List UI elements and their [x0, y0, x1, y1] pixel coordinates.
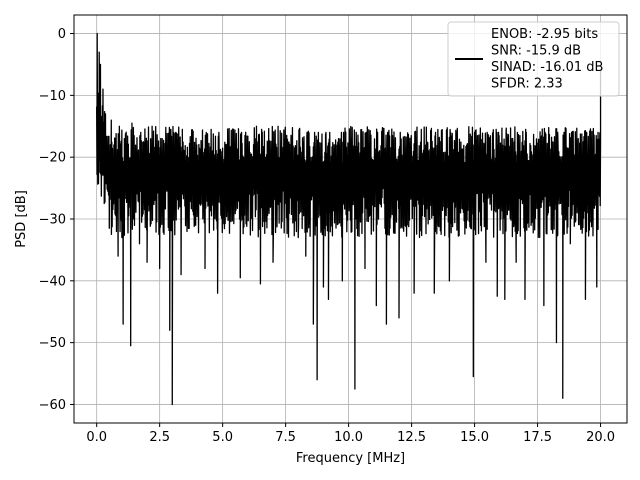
- x-tick-label: 15.0: [460, 430, 489, 445]
- y-tick-label: 0: [58, 27, 66, 42]
- y-tick-label: −60: [39, 398, 66, 413]
- x-tick-label: 12.5: [397, 430, 426, 445]
- series-layer: [96, 32, 602, 406]
- y-tick-label: −50: [39, 336, 66, 351]
- y-axis: 0 −10 −20 −30 −40 −50 −60: [39, 27, 74, 413]
- x-tick-label: 17.5: [523, 430, 552, 445]
- legend-entry-line: SFDR: 2.33: [491, 77, 563, 92]
- x-tick-label: 7.5: [275, 430, 296, 445]
- x-tick-label: 10.0: [334, 430, 363, 445]
- y-tick-label: −40: [39, 274, 66, 289]
- y-tick-label: −20: [39, 151, 66, 166]
- y-tick-label: −30: [39, 213, 66, 228]
- x-tick-label: 2.5: [149, 430, 170, 445]
- legend-entry-line: SNR: -15.9 dB: [491, 44, 581, 59]
- y-axis-title: PSD [dB]: [14, 190, 29, 248]
- legend-entry-line: ENOB: -2.95 bits: [491, 27, 598, 42]
- x-tick-label: 0.0: [86, 430, 107, 445]
- psd-series-line: [96, 32, 602, 406]
- legend-box: [447, 21, 620, 97]
- y-tick-label: −10: [39, 89, 66, 104]
- legend-entry-line: SINAD: -16.01 dB: [491, 60, 603, 75]
- x-tick-label: 20.0: [586, 430, 615, 445]
- x-axis-title: Frequency [MHz]: [296, 451, 405, 466]
- x-tick-label: 5.0: [212, 430, 233, 445]
- x-axis: 0.0 2.5 5.0 7.5 10.0 12.5 15.0 17.5 20.0: [86, 423, 615, 445]
